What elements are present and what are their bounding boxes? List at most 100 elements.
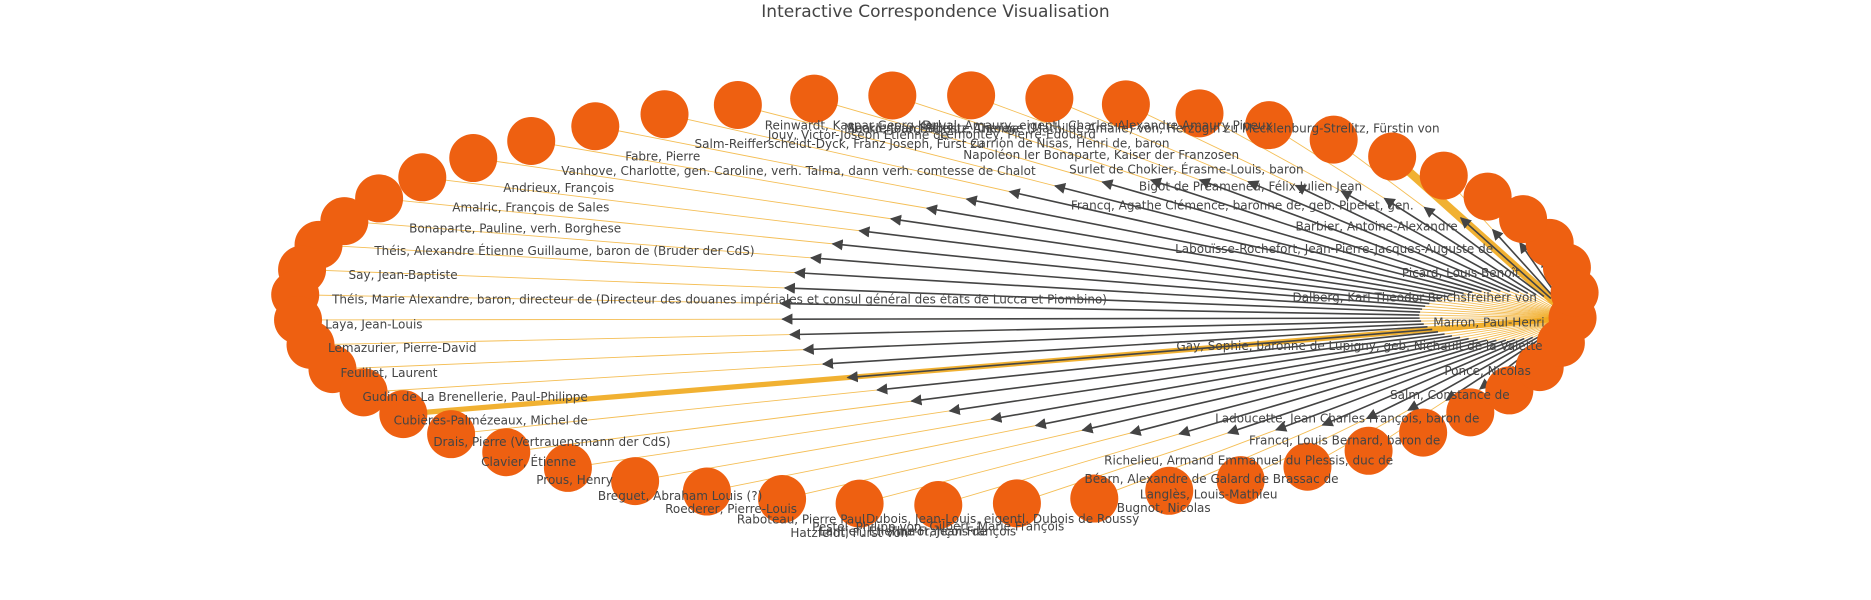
node-30[interactable] — [339, 368, 388, 417]
node-label: Reinwardt, Kaspar Georg Karl — [765, 118, 941, 132]
node-22[interactable] — [355, 174, 404, 223]
node-36[interactable] — [682, 467, 731, 516]
node-40[interactable] — [992, 479, 1041, 528]
node-label: Gay, Sophie, baronne de Lupigny, geb. Ni… — [1176, 339, 1542, 353]
node-42[interactable] — [1145, 466, 1194, 515]
node-label: Langlès, Louis-Mathieu — [1140, 488, 1278, 502]
node-label: Drais, Pierre (Vertrauensmann der CdS) — [433, 435, 670, 449]
node-label: Raboteau, Pierre Paul — [737, 513, 865, 527]
nodes-layer — [271, 71, 1599, 529]
node-44[interactable] — [1283, 442, 1332, 491]
direction-arrow-30 — [821, 326, 1428, 369]
node-12[interactable] — [1025, 74, 1074, 123]
node-label: Thurot, Jean-François — [889, 525, 1017, 539]
direction-arrow-26 — [779, 298, 1420, 316]
node-label: Labouïsse-Rochefort, Jean-Pierre-Jacques… — [1175, 242, 1493, 256]
node-16[interactable] — [713, 80, 762, 129]
direction-arrow-28 — [788, 320, 1422, 341]
node-label: Ponce, Nicolas — [1444, 364, 1531, 378]
node-14[interactable] — [868, 71, 917, 120]
node-label: Prous, Henry — [536, 473, 613, 487]
node-4[interactable] — [1499, 195, 1548, 244]
node-5[interactable] — [1463, 172, 1512, 221]
direction-arrow-19 — [925, 204, 1448, 298]
node-18[interactable] — [571, 102, 620, 151]
direction-arrow-13 — [1198, 178, 1501, 292]
direction-arrow-31 — [846, 328, 1433, 383]
node-17[interactable] — [640, 90, 689, 139]
node-label: Surlet de Chokier, Érasme-Louis, baron — [1069, 162, 1304, 177]
node-50[interactable] — [1536, 318, 1585, 367]
direction-arrow-37 — [1081, 338, 1478, 434]
direction-arrow-39 — [1178, 339, 1497, 437]
node-label: Gudin de La Brenellerie, Paul-Philippe — [362, 390, 587, 404]
node-39[interactable] — [914, 480, 963, 529]
node-46[interactable] — [1399, 408, 1448, 457]
direction-arrow-36 — [1034, 337, 1469, 430]
node-label: Carrion de Nisas, Henri de, baron — [970, 136, 1169, 150]
node-10[interactable] — [1175, 89, 1224, 138]
direction-arrow-24 — [793, 267, 1423, 310]
node-label: Picard, Louis-Benoît — [1402, 266, 1520, 280]
node-label: Cubières-Palmézeaux, Michel de — [394, 413, 588, 427]
node-label: Andrieux, François — [503, 181, 614, 195]
node-label: Théis, Marie Alexandre, baron, directeur… — [331, 293, 1107, 307]
direction-arrow-29 — [802, 323, 1424, 355]
node-label: Say, Jean-Baptiste — [349, 268, 458, 282]
node-41[interactable] — [1070, 474, 1119, 523]
direction-arrow-23 — [809, 253, 1426, 308]
node-label: Lémontey, Pierre-Édouard — [940, 126, 1096, 141]
node-38[interactable] — [835, 479, 884, 528]
node-label: Béarn, Alexandre de Galard de Brassac de — [1084, 472, 1338, 486]
node-35[interactable] — [611, 457, 660, 506]
direction-arrow-43 — [1365, 336, 1534, 420]
node-label: Ladoucette, Jean Charles François, baron… — [1215, 411, 1479, 425]
node-label: Francq, Agathe Clémence, baronne de, geb… — [1071, 199, 1414, 213]
node-20[interactable] — [449, 134, 498, 183]
direction-arrow-18 — [965, 195, 1456, 296]
node-label: Mecklenburg-Strelitz, Therese (Mathilde … — [844, 122, 1439, 136]
node-19[interactable] — [507, 116, 556, 165]
direction-arrow-14 — [1149, 177, 1492, 292]
node-7[interactable] — [1368, 132, 1417, 181]
direction-arrow-16 — [1053, 182, 1473, 294]
direction-arrow-20 — [889, 214, 1441, 300]
node-label: Fabre, Pierre — [625, 149, 700, 163]
node-11[interactable] — [1101, 80, 1150, 129]
direction-arrow-11 — [1294, 184, 1520, 293]
node-label: Gilbert, Marie François — [929, 520, 1064, 534]
direction-arrow-8 — [1423, 206, 1545, 298]
node-8[interactable] — [1309, 115, 1358, 164]
node-label: Roederer, Pierre-Louis — [665, 502, 797, 516]
direction-arrow-10 — [1340, 190, 1529, 295]
node-21[interactable] — [398, 153, 447, 202]
direction-arrow-7 — [1459, 217, 1552, 300]
node-45[interactable] — [1344, 426, 1393, 475]
node-6[interactable] — [1419, 151, 1468, 200]
node-label: Salm-Reifferscheidt-Dyck, Franz Joseph, … — [695, 137, 985, 151]
node-label: Pestel, Philipp von — [812, 520, 921, 534]
node-label: Lantier, Étienne-François de — [819, 523, 987, 538]
node-37[interactable] — [758, 475, 807, 524]
node-label: Suard, Jean Baptiste Antoine — [848, 121, 1020, 135]
node-33[interactable] — [482, 428, 531, 477]
direction-arrow-15 — [1101, 179, 1482, 293]
node-31[interactable] — [379, 390, 428, 439]
node-label: Lemazurier, Pierre-David — [328, 341, 476, 355]
node-label: Marron, Paul-Henri — [1433, 316, 1544, 330]
labels-layer: Gay, Sophie, baronne de Lupigny, geb. Ni… — [325, 118, 1544, 540]
node-32[interactable] — [427, 410, 476, 459]
node-9[interactable] — [1245, 101, 1294, 150]
node-label: Dalberg, Karl Theodor Reichsfreiherr von — [1292, 291, 1536, 305]
direction-arrow-6 — [1491, 228, 1558, 302]
direction-arrow-38 — [1129, 339, 1488, 436]
node-47[interactable] — [1446, 388, 1495, 437]
node-34[interactable] — [543, 443, 592, 492]
node-13[interactable] — [947, 71, 996, 120]
node-15[interactable] — [790, 74, 839, 123]
direction-arrow-40 — [1226, 339, 1507, 435]
arrows-layer — [779, 177, 1579, 437]
node-43[interactable] — [1216, 456, 1265, 505]
node-label: Bugnot, Nicolas — [1117, 501, 1211, 515]
